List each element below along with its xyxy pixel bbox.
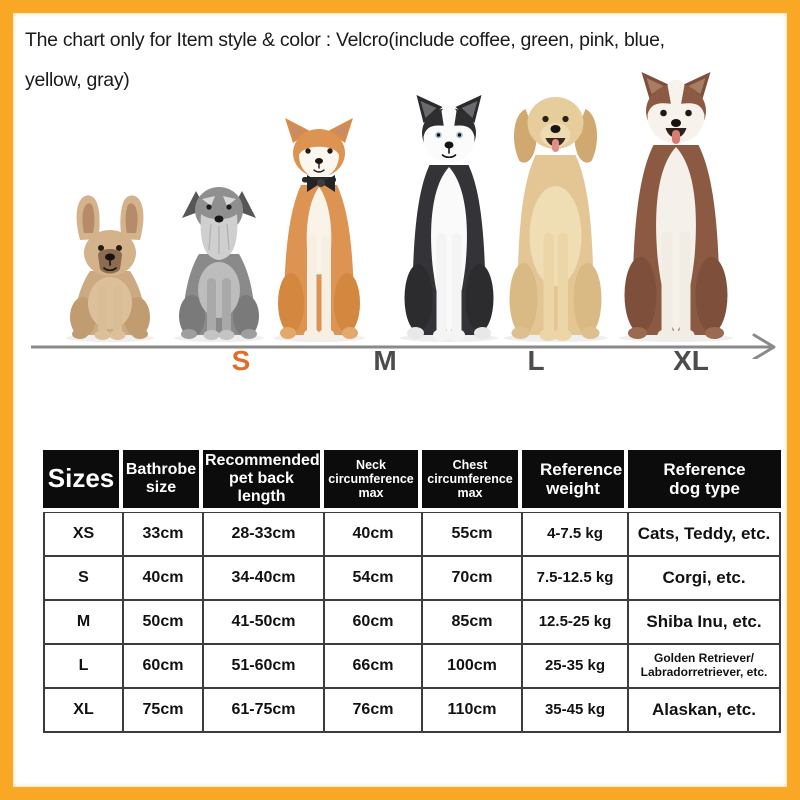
size-axis-arrow bbox=[31, 333, 776, 359]
cell-dog-type: Corgi, etc. bbox=[628, 556, 781, 600]
cell-chest: 55cm bbox=[422, 512, 522, 556]
cell-weight: 25-35 kg bbox=[522, 644, 628, 688]
cell-neck: 66cm bbox=[324, 644, 422, 688]
size-chart-table: Sizes Bathrobe size Recommended pet back… bbox=[43, 450, 781, 733]
cell-back-length: 61-75cm bbox=[203, 688, 324, 733]
table-row-xl: XL 75cm 61-75cm 76cm 110cm 35-45 kg Alas… bbox=[43, 688, 781, 733]
cell-neck: 60cm bbox=[324, 600, 422, 644]
col-header-neck-circumference: Neck circumference max bbox=[324, 450, 422, 512]
cell-size: S bbox=[43, 556, 123, 600]
siberian-husky-icon bbox=[395, 93, 503, 343]
size-label-xl: XL bbox=[673, 345, 709, 376]
golden-retriever-icon bbox=[497, 81, 614, 343]
cell-bathrobe-size: 50cm bbox=[123, 600, 203, 644]
cell-dog-type: Shiba Inu, etc. bbox=[628, 600, 781, 644]
cell-chest: 85cm bbox=[422, 600, 522, 644]
chart-note: The chart only for Item style & color : … bbox=[25, 20, 775, 100]
size-label-l: L bbox=[527, 345, 545, 376]
cell-size: M bbox=[43, 600, 123, 644]
cell-neck: 76cm bbox=[324, 688, 422, 733]
french-bulldog-icon bbox=[59, 185, 161, 343]
col-header-sizes: Sizes bbox=[43, 450, 123, 512]
cell-size: L bbox=[43, 644, 123, 688]
miniature-schnauzer-icon bbox=[168, 158, 270, 343]
size-label-m: M bbox=[373, 345, 397, 376]
chart-note-line2: yellow, gray) bbox=[25, 69, 130, 91]
cell-bathrobe-size: 33cm bbox=[123, 512, 203, 556]
cell-back-length: 34-40cm bbox=[203, 556, 324, 600]
cell-dog-type: Alaskan, etc. bbox=[628, 688, 781, 733]
table-row-m: M 50cm 41-50cm 60cm 85cm 12.5-25 kg Shib… bbox=[43, 600, 781, 644]
cell-back-length: 41-50cm bbox=[203, 600, 324, 644]
cell-back-length: 28-33cm bbox=[203, 512, 324, 556]
cell-chest: 70cm bbox=[422, 556, 522, 600]
size-label-s: S bbox=[231, 345, 251, 376]
col-header-chest-circumference: Chest circumference max bbox=[422, 450, 522, 512]
col-header-back-length: Recommended pet back length bbox=[203, 450, 324, 512]
cell-chest: 110cm bbox=[422, 688, 522, 733]
table-header-row: Sizes Bathrobe size Recommended pet back… bbox=[43, 450, 781, 512]
chart-note-line1: The chart only for Item style & color : … bbox=[25, 29, 665, 51]
cell-neck: 40cm bbox=[324, 512, 422, 556]
cell-neck: 54cm bbox=[324, 556, 422, 600]
cell-bathrobe-size: 75cm bbox=[123, 688, 203, 733]
cell-dog-type: Golden Retriever/ Labradorretriever, etc… bbox=[628, 644, 781, 688]
cell-weight: 35-45 kg bbox=[522, 688, 628, 733]
cell-weight: 12.5-25 kg bbox=[522, 600, 628, 644]
col-header-reference-weight: Reference weight bbox=[522, 450, 628, 512]
col-header-bathrobe-size: Bathrobe size bbox=[123, 450, 203, 512]
table-row-xs: XS 33cm 28-33cm 40cm 55cm 4-7.5 kg Cats,… bbox=[43, 512, 781, 556]
shiba-inu-icon bbox=[267, 115, 371, 343]
cell-size: XL bbox=[43, 688, 123, 733]
cell-weight: 4-7.5 kg bbox=[522, 512, 628, 556]
cell-size: XS bbox=[43, 512, 123, 556]
cell-weight: 7.5-12.5 kg bbox=[522, 556, 628, 600]
cell-chest: 100cm bbox=[422, 644, 522, 688]
table-row-l: L 60cm 51-60cm 66cm 100cm 25-35 kg Golde… bbox=[43, 644, 781, 688]
alaskan-malamute-icon bbox=[611, 69, 741, 343]
table-row-s: S 40cm 34-40cm 54cm 70cm 7.5-12.5 kg Cor… bbox=[43, 556, 781, 600]
cell-bathrobe-size: 60cm bbox=[123, 644, 203, 688]
cell-dog-type: Cats, Teddy, etc. bbox=[628, 512, 781, 556]
col-header-reference-dog-type: Reference dog type bbox=[628, 450, 781, 512]
cell-back-length: 51-60cm bbox=[203, 644, 324, 688]
cell-bathrobe-size: 40cm bbox=[123, 556, 203, 600]
